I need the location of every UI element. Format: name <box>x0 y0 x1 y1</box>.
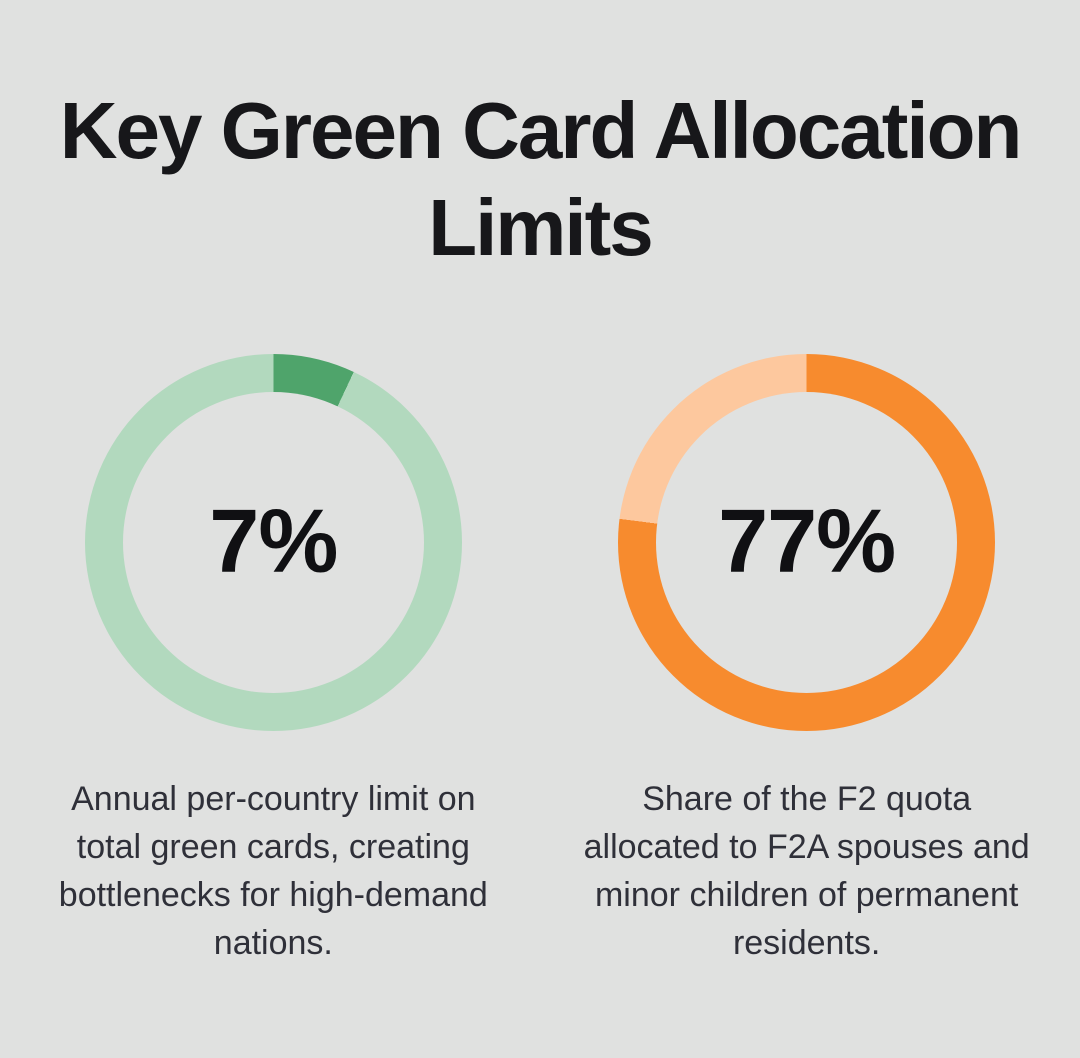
donut-value-label: 77% <box>718 492 896 592</box>
page-title: Key Green Card Allocation Limits <box>59 82 1023 276</box>
chart-column-f2-quota: 77% Share of the F2 quota allocated to F… <box>547 354 1067 967</box>
donut-hole: 77% <box>656 392 958 693</box>
charts-row: 7% Annual per-country limit on total gre… <box>0 354 1080 967</box>
donut-chart-per-country-limit: 7% <box>84 354 462 731</box>
page-title-line-1: Key Green Card Allocation <box>59 86 1023 175</box>
page-title-line-2: Limits <box>428 183 654 272</box>
donut-hole: 7% <box>122 392 424 693</box>
donut-caption-f2-quota: Share of the F2 quota allocated to F2A s… <box>583 780 1030 962</box>
donut-caption-per-country-limit: Annual per-country limit on total green … <box>58 780 488 962</box>
donut-chart-f2-quota: 77% <box>618 354 996 731</box>
chart-column-per-country-limit: 7% Annual per-country limit on total gre… <box>13 354 533 967</box>
donut-value-label: 7% <box>209 492 338 592</box>
